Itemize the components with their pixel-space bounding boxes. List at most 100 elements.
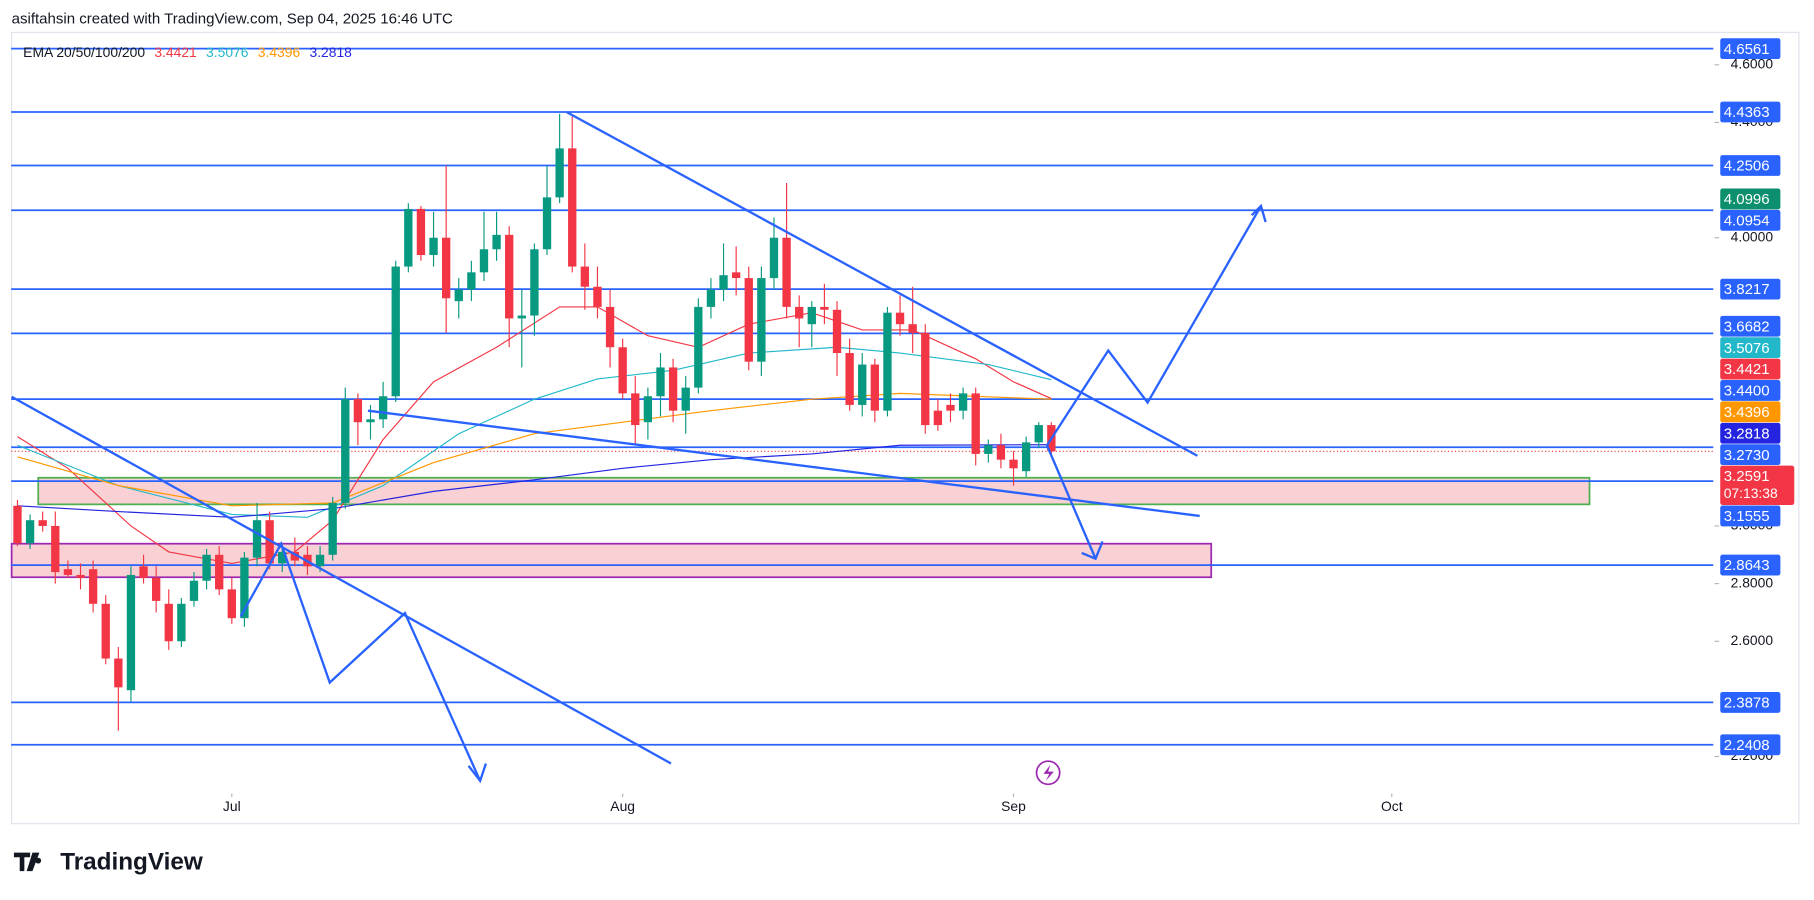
legend-title: EMA 20/50/100/200: [23, 44, 145, 60]
candle-body: [189, 580, 199, 601]
price-tags: 4.6561 4.4363 4.2506 4.0996 4.0954 3.8217 3.66…: [1720, 38, 1795, 756]
candle-body: [996, 445, 1006, 460]
price-tag-box: [1720, 734, 1781, 756]
price-tag-box: [1720, 38, 1781, 60]
candle-body: [278, 551, 287, 564]
countdown-label: 07:13:38: [1724, 485, 1778, 501]
price-tag-label: 3.8217: [1724, 281, 1770, 298]
candle-body: [76, 574, 85, 578]
candle-body: [542, 197, 552, 250]
price-tag-box: [1720, 315, 1781, 337]
candle-body: [593, 286, 602, 307]
candle-body: [404, 208, 413, 267]
axes: 4.60004.40004.00003.00002.80002.60002.20…: [223, 55, 1773, 814]
candle-body: [227, 589, 236, 619]
price-tag-label: 3.2730: [1724, 447, 1770, 464]
candle-body: [895, 312, 905, 325]
candle-body: [454, 289, 463, 302]
candle-body: [681, 387, 690, 411]
price-tag-label: 2.8643: [1724, 557, 1770, 574]
price-tag-label: 3.1555: [1724, 508, 1770, 525]
price-tag-label: 2.3878: [1724, 695, 1770, 712]
event-icon: [1035, 760, 1061, 786]
candle-body: [795, 306, 804, 319]
candle-body: [38, 520, 47, 526]
candle-body: [605, 306, 615, 348]
candle-body: [240, 557, 249, 619]
candle-body: [139, 566, 148, 578]
arrow-head: [1250, 203, 1267, 223]
y-tick-label: 4.6000: [1731, 55, 1774, 71]
price-tag-box: [1720, 444, 1781, 466]
candle-body: [580, 266, 590, 287]
y-tick-label: 2.6000: [1731, 632, 1774, 648]
price-tag-box: [1720, 380, 1781, 401]
y-tick-label: 4.0000: [1731, 228, 1774, 244]
price-tag-label: 2.2408: [1724, 737, 1770, 754]
candle-body: [694, 306, 703, 388]
price-tag-box: [1720, 155, 1781, 176]
brand-name: TradingView: [60, 848, 203, 875]
price-tag-box: [1720, 101, 1781, 123]
trend-line: [11, 395, 672, 765]
candle-body: [921, 332, 930, 426]
projection-path: [1046, 205, 1262, 447]
price-tag-label: 3.6682: [1724, 318, 1770, 335]
brand-logo: TradingView: [13, 848, 203, 875]
candle-body: [1034, 425, 1043, 443]
candle-body: [820, 306, 829, 310]
price-tag-label: 3.2591: [1724, 468, 1770, 485]
candle-body: [1009, 459, 1018, 469]
candle-body: [719, 275, 728, 290]
x-tick-label: Aug: [610, 798, 635, 814]
candle-body: [441, 237, 451, 299]
price-tag-label: 4.0996: [1724, 191, 1770, 208]
price-tag-label: 3.4400: [1724, 383, 1770, 400]
candle-body: [807, 306, 816, 325]
candle-body: [555, 148, 564, 198]
candle-body: [744, 278, 753, 362]
candle-body: [631, 393, 640, 426]
candle-body: [114, 658, 123, 688]
candle-body: [782, 237, 791, 307]
candle-body: [656, 367, 665, 397]
candle-body: [971, 393, 980, 454]
price-tag-box: [1720, 401, 1781, 423]
y-tick-label: 2.8000: [1731, 574, 1774, 590]
candles: [13, 113, 1056, 731]
candle-body: [858, 364, 867, 405]
candle-body: [151, 577, 161, 601]
candle-body: [202, 554, 211, 581]
candle-body: [164, 603, 173, 642]
x-tick-label: Sep: [1001, 798, 1026, 814]
zones: [10, 476, 1591, 579]
candle-body: [391, 266, 400, 397]
price-tag-box: [1720, 554, 1781, 576]
candle-body: [706, 289, 716, 307]
candle-body: [933, 410, 943, 426]
candle-body: [568, 148, 577, 267]
ema-line: [17, 444, 1052, 518]
candle-body: [505, 234, 514, 319]
price-tag-box: [1720, 691, 1781, 713]
candle-body: [101, 603, 110, 659]
header-text: asiftahsin created with TradingView.com,…: [12, 11, 453, 28]
candle-body: [668, 367, 678, 411]
candle-body: [984, 445, 993, 454]
candle-body: [315, 554, 325, 567]
candle-body: [1021, 442, 1031, 472]
projection-path: [1045, 444, 1097, 560]
candle-body: [63, 569, 73, 575]
candle-body: [643, 396, 653, 423]
price-tag-box: [1720, 337, 1781, 359]
logo-dot: [35, 857, 42, 864]
chart-frame: [11, 31, 1800, 825]
event-icon-bolt: [1043, 764, 1054, 781]
legend-value: 3.4421: [154, 44, 197, 60]
candle-body: [517, 315, 526, 319]
candle-body: [618, 347, 627, 394]
price-tag-label: 3.4396: [1724, 404, 1770, 421]
candle-body: [769, 237, 779, 279]
